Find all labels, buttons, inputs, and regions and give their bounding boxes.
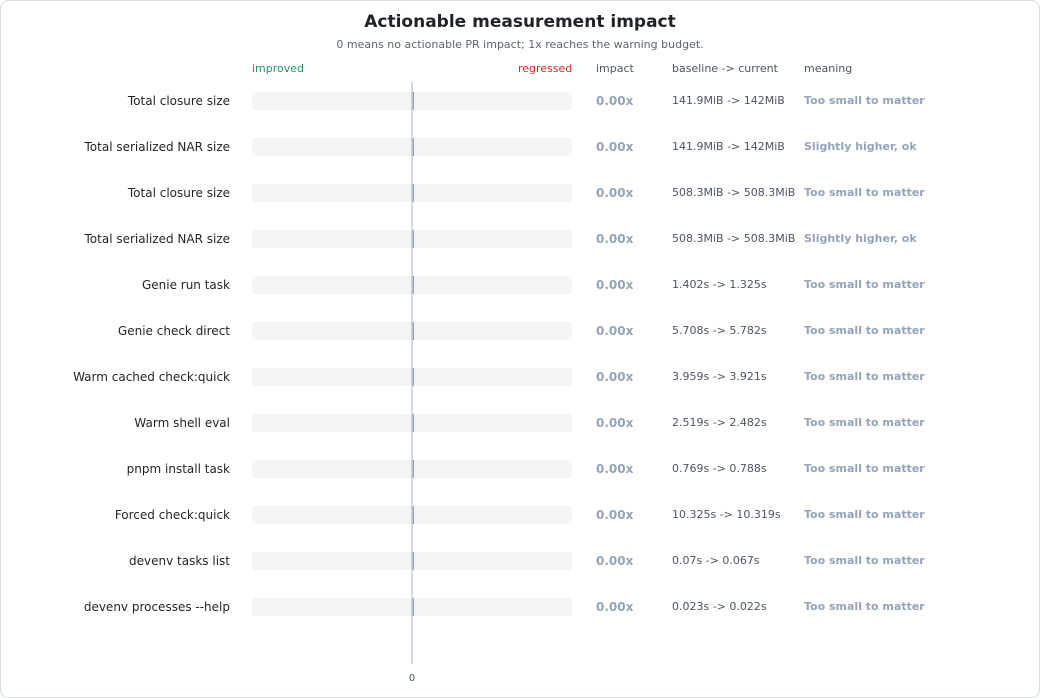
- row-baseline-current: 0.023s -> 0.022s: [672, 600, 767, 613]
- chart-subtitle: 0 means no actionable PR impact; 1x reac…: [336, 38, 704, 51]
- row-baseline-current: 2.519s -> 2.482s: [672, 416, 767, 429]
- row-label: Total serialized NAR size: [84, 232, 230, 246]
- row-meaning: Too small to matter: [804, 94, 925, 107]
- row-baseline-current: 0.769s -> 0.788s: [672, 462, 767, 475]
- row-meaning: Too small to matter: [804, 416, 925, 429]
- row-label: Total closure size: [127, 186, 230, 200]
- row-impact-value: 0.00x: [596, 186, 634, 200]
- row-label: Forced check:quick: [114, 508, 230, 522]
- impact-bar: [412, 92, 414, 110]
- row-label: pnpm install task: [126, 462, 230, 476]
- header-regressed: regressed: [518, 62, 573, 75]
- impact-bar: [412, 598, 414, 616]
- row-impact-value: 0.00x: [596, 416, 634, 430]
- row-meaning: Too small to matter: [804, 462, 925, 475]
- header-baseline-current: baseline -> current: [672, 62, 778, 75]
- row-impact-value: 0.00x: [596, 370, 634, 384]
- row-impact-value: 0.00x: [596, 600, 634, 614]
- row-meaning: Too small to matter: [804, 186, 925, 199]
- row-baseline-current: 5.708s -> 5.782s: [672, 324, 767, 337]
- row-baseline-current: 10.325s -> 10.319s: [672, 508, 781, 521]
- row-label: Genie check direct: [117, 324, 230, 338]
- impact-bar: [412, 138, 414, 156]
- row-impact-value: 0.00x: [596, 94, 634, 108]
- row-impact-value: 0.00x: [596, 232, 634, 246]
- x-tick-zero: 0: [408, 673, 416, 684]
- row-meaning: Slightly higher, ok: [804, 232, 917, 245]
- row-label: devenv processes --help: [83, 600, 230, 614]
- row-impact-value: 0.00x: [596, 462, 634, 476]
- impact-bar: [412, 276, 414, 294]
- row-label: devenv tasks list: [129, 554, 230, 568]
- impact-bar: [412, 414, 414, 432]
- impact-bar: [412, 184, 414, 202]
- row-baseline-current: 508.3MiB -> 508.3MiB: [672, 186, 796, 199]
- row-meaning: Too small to matter: [804, 554, 925, 567]
- row-impact-value: 0.00x: [596, 508, 634, 522]
- row-impact-value: 0.00x: [596, 140, 634, 154]
- row-meaning: Too small to matter: [804, 600, 925, 613]
- header-impact: impact: [596, 62, 634, 75]
- impact-bar: [412, 230, 414, 248]
- row-baseline-current: 141.9MiB -> 142MiB: [672, 94, 785, 107]
- row-meaning: Too small to matter: [804, 278, 925, 291]
- impact-bar: [412, 368, 414, 386]
- row-label: Genie run task: [141, 278, 230, 292]
- row-meaning: Too small to matter: [804, 508, 925, 521]
- row-baseline-current: 508.3MiB -> 508.3MiB: [672, 232, 796, 245]
- impact-bar: [412, 322, 414, 340]
- header-meaning: meaning: [804, 62, 853, 75]
- row-impact-value: 0.00x: [596, 278, 634, 292]
- row-meaning: Too small to matter: [804, 370, 925, 383]
- row-meaning: Too small to matter: [804, 324, 925, 337]
- row-meaning: Slightly higher, ok: [804, 140, 917, 153]
- row-label: Warm cached check:quick: [73, 370, 230, 384]
- row-label: Total serialized NAR size: [84, 140, 230, 154]
- impact-bar: [412, 552, 414, 570]
- row-impact-value: 0.00x: [596, 324, 634, 338]
- row-baseline-current: 3.959s -> 3.921s: [672, 370, 767, 383]
- row-label: Total closure size: [127, 94, 230, 108]
- header-improved: improved: [252, 62, 305, 75]
- impact-bar: [412, 460, 414, 478]
- row-baseline-current: 141.9MiB -> 142MiB: [672, 140, 785, 153]
- row-label: Warm shell eval: [134, 416, 230, 430]
- row-impact-value: 0.00x: [596, 554, 634, 568]
- row-baseline-current: 0.07s -> 0.067s: [672, 554, 760, 567]
- impact-bar: [412, 506, 414, 524]
- chart-title: Actionable measurement impact: [364, 12, 676, 32]
- row-baseline-current: 1.402s -> 1.325s: [672, 278, 767, 291]
